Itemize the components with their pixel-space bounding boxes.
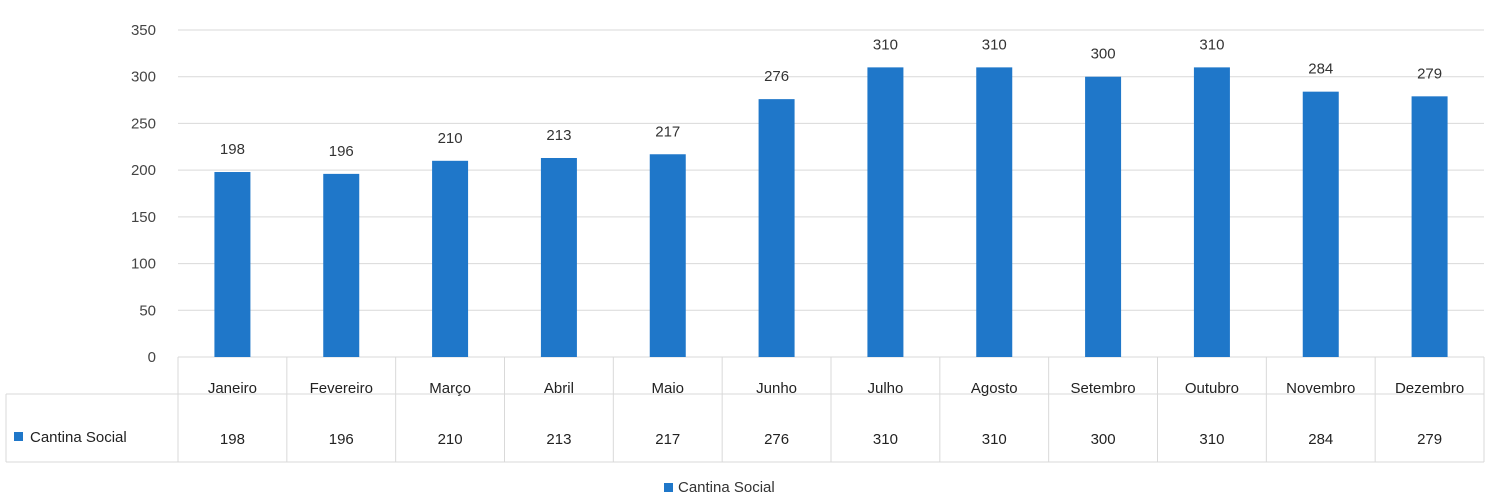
- bar: [976, 67, 1013, 357]
- data-label: 276: [764, 68, 789, 85]
- table-value: 217: [655, 431, 680, 448]
- data-label: 213: [546, 127, 571, 144]
- x-tick-label: Abril: [544, 380, 574, 397]
- y-tick-label: 100: [131, 256, 156, 273]
- data-label: 279: [1417, 65, 1442, 82]
- x-tick-label: Setembro: [1071, 380, 1136, 397]
- x-tick-label: Agosto: [971, 380, 1018, 397]
- legend: Cantina Social: [664, 479, 775, 496]
- x-tick-label: Julho: [867, 380, 903, 397]
- data-label: 196: [329, 143, 354, 160]
- x-tick-label: Fevereiro: [310, 380, 373, 397]
- data-label: 210: [438, 130, 463, 147]
- bar: [758, 99, 795, 357]
- data-label: 310: [873, 36, 898, 53]
- bar: [540, 157, 577, 357]
- x-tick-label: Outubro: [1185, 380, 1239, 397]
- series-row-label: Cantina Social: [30, 429, 127, 446]
- data-label: 310: [982, 36, 1007, 53]
- y-tick-label: 150: [131, 209, 156, 226]
- legend-swatch: [664, 483, 673, 492]
- data-label: 310: [1199, 36, 1224, 53]
- data-label: 217: [655, 123, 680, 140]
- data-labels: 198 196 210 213 217 276 310 310 300 310 284 279: [220, 36, 1442, 160]
- series-key-swatch: [14, 432, 23, 441]
- table-value: 213: [546, 431, 571, 448]
- table-value: 196: [329, 431, 354, 448]
- y-axis-ticks: 0 50 100 150 200 250 300 350: [131, 22, 156, 366]
- x-tick-label: Novembro: [1286, 380, 1355, 397]
- table-value: 310: [873, 431, 898, 448]
- table-value: 300: [1091, 431, 1116, 448]
- table-value: 198: [220, 431, 245, 448]
- data-label: 300: [1091, 46, 1116, 63]
- x-tick-label: Março: [429, 380, 471, 397]
- table-value: 310: [982, 431, 1007, 448]
- x-tick-label: Janeiro: [208, 380, 257, 397]
- x-tick-label: Maio: [651, 380, 684, 397]
- bar: [1085, 76, 1122, 357]
- x-tick-label: Junho: [756, 380, 797, 397]
- bar: [1193, 67, 1230, 357]
- table-value: 284: [1308, 431, 1333, 448]
- data-label: 198: [220, 141, 245, 158]
- bars: [214, 67, 1448, 358]
- bar: [1302, 91, 1339, 358]
- x-tick-label: Dezembro: [1395, 380, 1464, 397]
- bar: [432, 160, 469, 357]
- bar: [867, 67, 904, 357]
- bar: [323, 173, 360, 357]
- bar: [214, 172, 251, 357]
- table-value: 276: [764, 431, 789, 448]
- table-value: 279: [1417, 431, 1442, 448]
- bar: [1411, 96, 1448, 357]
- y-tick-label: 0: [148, 349, 156, 366]
- y-tick-label: 300: [131, 69, 156, 86]
- y-tick-label: 350: [131, 22, 156, 39]
- legend-label: Cantina Social: [678, 479, 775, 496]
- data-table: Janeiro Fevereiro Março Abril Maio Junho Julho…: [5, 357, 1485, 463]
- y-tick-label: 50: [139, 302, 156, 319]
- gridlines: [178, 29, 1484, 358]
- table-value: 310: [1199, 431, 1224, 448]
- table-value: 210: [438, 431, 463, 448]
- y-tick-label: 200: [131, 162, 156, 179]
- bar: [649, 154, 686, 357]
- data-label: 284: [1308, 61, 1333, 78]
- y-tick-label: 250: [131, 115, 156, 132]
